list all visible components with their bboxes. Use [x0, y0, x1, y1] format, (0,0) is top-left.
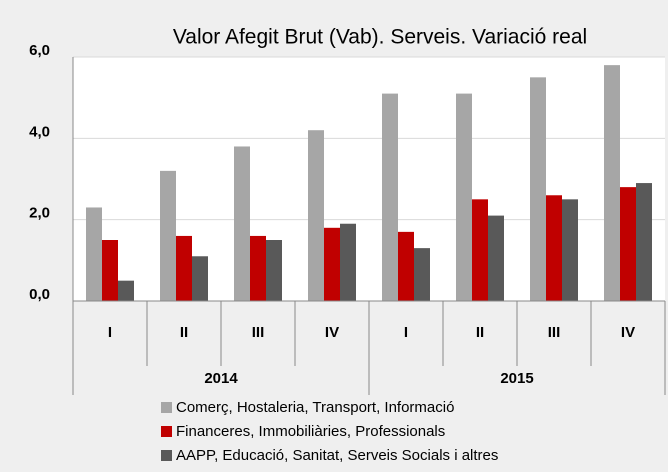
- bar: [472, 199, 488, 301]
- bar: [266, 240, 282, 301]
- bar: [546, 195, 562, 301]
- bar: [562, 199, 578, 301]
- bar: [340, 223, 356, 301]
- x-tick-label: II: [476, 324, 484, 341]
- bar: [118, 280, 134, 301]
- bar: [488, 215, 504, 301]
- bar: [86, 207, 102, 301]
- y-tick-label: 6,0: [29, 42, 50, 59]
- x-tick-label: I: [404, 324, 408, 341]
- bar: [620, 187, 636, 301]
- bar: [456, 93, 472, 301]
- chart-title: Valor Afegit Brut (Vab). Serveis. Variac…: [173, 26, 587, 49]
- legend-swatch: [161, 450, 172, 461]
- legend-label: Financeres, Immobiliàries, Professionals: [176, 423, 445, 440]
- bar: [234, 146, 250, 301]
- bar: [176, 235, 192, 301]
- x-tick-label: III: [252, 324, 265, 341]
- bar: [102, 240, 118, 301]
- x-tick-label: IV: [621, 324, 635, 341]
- bar: [604, 65, 620, 301]
- bar: [192, 256, 208, 301]
- bar: [250, 235, 266, 301]
- legend-label: AAPP, Educació, Sanitat, Serveis Socials…: [176, 447, 498, 464]
- bar: [160, 170, 176, 301]
- bar: [308, 130, 324, 301]
- x-tick-label: II: [180, 324, 188, 341]
- bar: [324, 227, 340, 301]
- bar: [414, 248, 430, 301]
- x-tick-label: I: [108, 324, 112, 341]
- bar: [398, 231, 414, 301]
- y-tick-label: 2,0: [29, 205, 50, 222]
- legend-swatch: [161, 426, 172, 437]
- legend-label: Comerç, Hostaleria, Transport, Informaci…: [176, 399, 454, 416]
- x-tick-label: IV: [325, 324, 339, 341]
- x-tick-label: III: [548, 324, 561, 341]
- y-tick-label: 4,0: [29, 123, 50, 140]
- y-tick-label: 0,0: [29, 286, 50, 303]
- bar: [382, 93, 398, 301]
- group-label: 2014: [204, 370, 238, 387]
- bar: [530, 77, 546, 301]
- bar: [636, 183, 652, 301]
- group-label: 2015: [500, 370, 533, 387]
- legend-swatch: [161, 402, 172, 413]
